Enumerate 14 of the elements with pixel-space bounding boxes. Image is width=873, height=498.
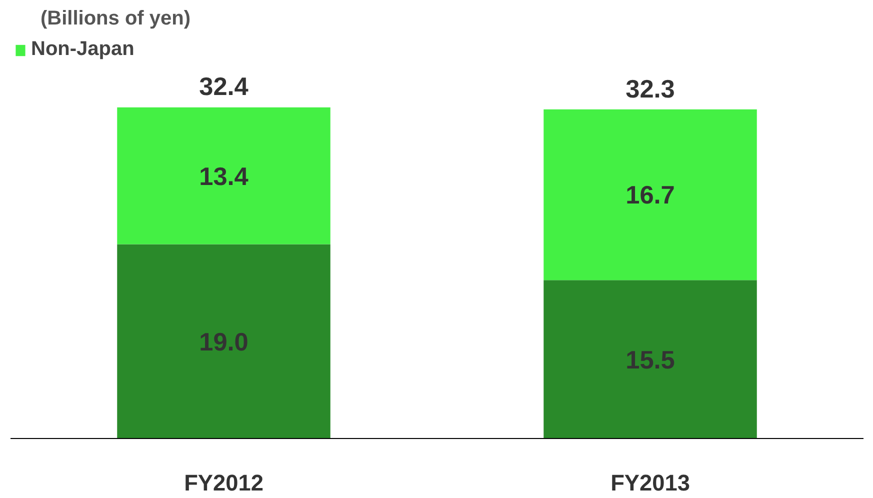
x-tick-label: FY2012 [184,470,264,496]
bar [117,244,330,438]
data-label: 15.5 [626,346,675,374]
bar [544,109,757,280]
x-tick-label: FY2013 [610,470,690,496]
data-label: 13.4 [199,162,248,191]
data-label: 16.7 [626,182,675,210]
total-label: 32.4 [199,73,248,102]
bar [544,280,757,438]
total-label: 32.3 [626,75,675,104]
data-label: 19.0 [199,328,248,356]
bar [117,107,330,244]
chart-title: (Billions of yen) [40,8,190,30]
legend-label: Non-Japan [31,38,134,61]
